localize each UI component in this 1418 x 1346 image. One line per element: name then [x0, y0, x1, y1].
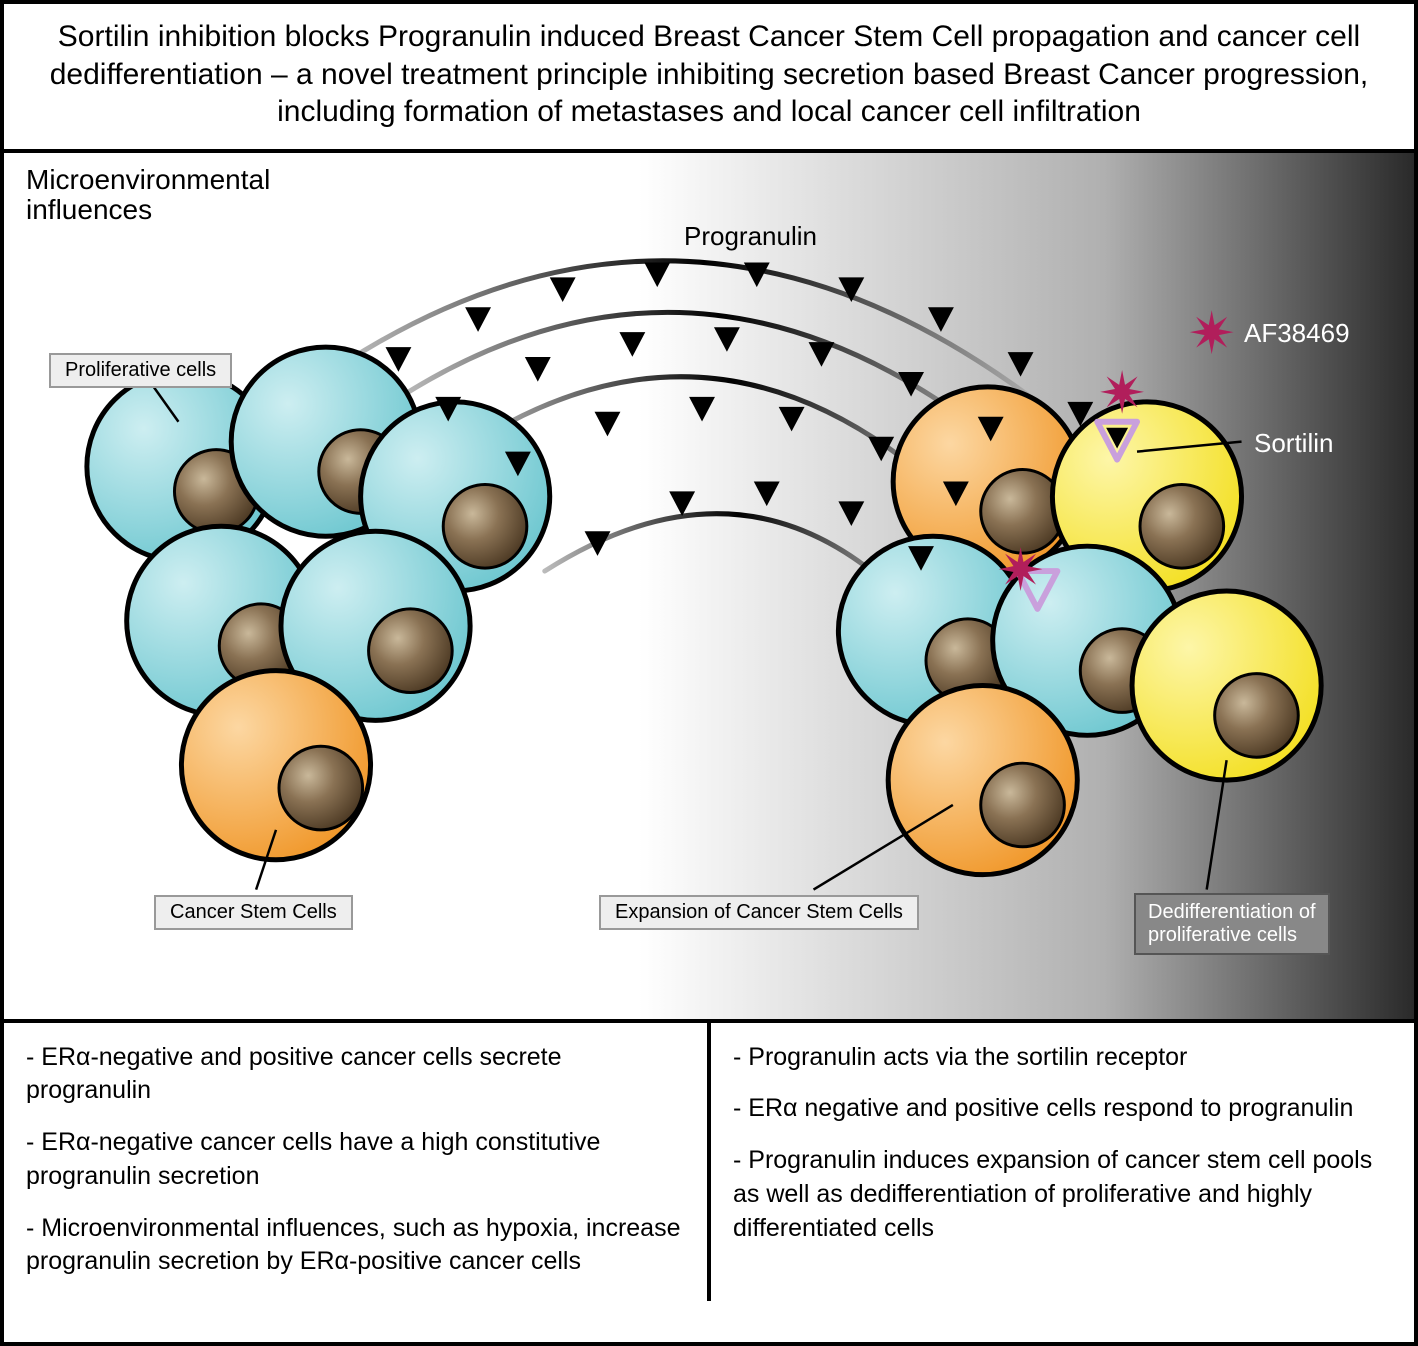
- proliferative-cells-box: Proliferative cells: [49, 353, 232, 388]
- diagram-svg: [4, 153, 1414, 1019]
- figure-frame: Sortilin inhibition blocks Progranulin i…: [0, 0, 1418, 1346]
- notes-right-col: - Progranulin acts via the sortilin rece…: [711, 1023, 1414, 1302]
- note-item: - ERα negative and positive cells respon…: [733, 1092, 1392, 1126]
- note-item: - Microenvironmental influences, such as…: [26, 1212, 685, 1280]
- progranulin-label: Progranulin: [684, 221, 817, 252]
- cancer-stem-cells-box: Cancer Stem Cells: [154, 895, 353, 930]
- note-item: - Progranulin induces expansion of cance…: [733, 1144, 1392, 1245]
- left-cell-cluster: [87, 347, 550, 860]
- diagram-area: Microenvironmental influences Progranuli…: [4, 153, 1414, 1023]
- af38469-label: AF38469: [1244, 318, 1350, 349]
- microenv-text: Microenvironmental influences: [26, 164, 270, 226]
- figure-title: Sortilin inhibition blocks Progranulin i…: [34, 18, 1384, 131]
- microenv-label: Microenvironmental influences: [26, 165, 270, 227]
- title-box: Sortilin inhibition blocks Progranulin i…: [4, 4, 1414, 153]
- note-item: - ERα-negative cancer cells have a high …: [26, 1126, 685, 1194]
- notes-left-col: - ERα-negative and positive cancer cells…: [4, 1023, 711, 1302]
- note-item: - ERα-negative and positive cancer cells…: [26, 1041, 685, 1109]
- right-cell-cluster: [838, 386, 1321, 874]
- notes-row: - ERα-negative and positive cancer cells…: [4, 1023, 1414, 1302]
- sortilin-label: Sortilin: [1254, 428, 1333, 459]
- expansion-box: Expansion of Cancer Stem Cells: [599, 895, 919, 930]
- note-item: - Progranulin acts via the sortilin rece…: [733, 1041, 1392, 1075]
- dedifferentiation-box: Dedifferentiation of proliferative cells: [1134, 893, 1330, 955]
